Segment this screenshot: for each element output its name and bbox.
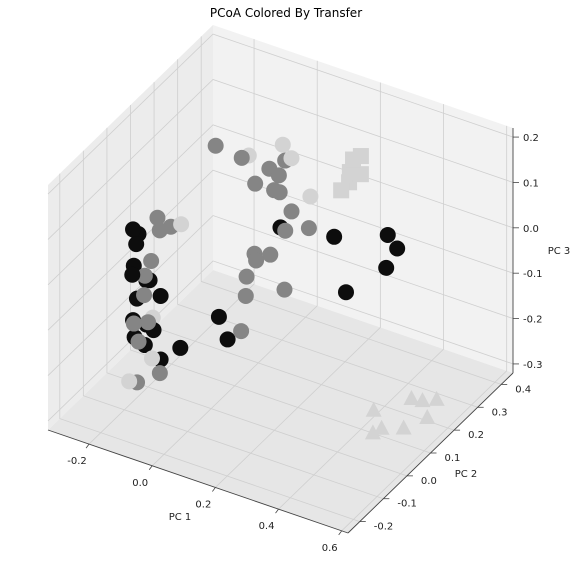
data-point <box>125 315 142 332</box>
data-point-triangle <box>373 419 390 435</box>
data-point <box>247 175 264 192</box>
x-tick-mark <box>148 465 153 471</box>
grid-line-z <box>47 78 514 240</box>
data-point <box>125 221 142 238</box>
data-point <box>121 373 138 390</box>
data-point <box>283 150 300 167</box>
grid-line-z <box>47 124 514 286</box>
y-tick-label: -0.1 <box>397 499 417 510</box>
data-point-square <box>345 151 362 168</box>
data-point <box>149 209 166 226</box>
data-point <box>337 284 354 301</box>
grid-line-y <box>130 105 431 454</box>
x-tick-mark <box>212 487 216 492</box>
data-point <box>207 137 224 154</box>
x-axis-label: PC 1 <box>169 512 192 523</box>
grid-line-y <box>82 150 384 500</box>
data-point-triangle <box>364 424 381 440</box>
data-point <box>130 333 147 350</box>
data-point <box>300 220 317 237</box>
y-tick-label: 0.3 <box>492 407 508 418</box>
y-tick-label: 0.1 <box>445 453 461 464</box>
grid-line-z <box>47 169 514 331</box>
z-tick-label: -0.2 <box>523 315 543 326</box>
chart-title: PCoA Colored By Transfer <box>210 6 362 20</box>
grid-line-y <box>177 59 478 408</box>
grid-line-z <box>47 260 514 422</box>
data-point <box>233 149 250 166</box>
z-tick-label: -0.1 <box>523 269 543 280</box>
data-point <box>172 339 189 356</box>
data-point-triangle <box>428 390 445 406</box>
data-point <box>283 203 300 220</box>
data-point <box>274 136 291 153</box>
grid-line-x <box>88 39 255 445</box>
data-point <box>237 287 254 304</box>
data-points <box>121 136 445 440</box>
data-point <box>326 228 343 245</box>
data-point <box>173 216 190 233</box>
data-point <box>271 184 288 201</box>
x-tick-mark <box>275 508 279 514</box>
data-point <box>136 287 153 304</box>
grid-line-z <box>47 215 514 376</box>
data-point <box>143 252 160 269</box>
data-point <box>262 246 279 263</box>
data-point-square <box>333 182 350 199</box>
data-point <box>152 288 169 305</box>
data-point <box>151 365 168 382</box>
grid-line-x <box>151 60 318 467</box>
data-point <box>233 323 250 340</box>
y-tick-label: 0.2 <box>468 430 484 441</box>
grid-line-x <box>215 82 381 488</box>
grid-line-y <box>106 127 408 477</box>
z-tick-label: 0.1 <box>523 178 539 189</box>
data-point <box>128 236 145 253</box>
data-point <box>238 268 255 285</box>
z-axis-label: PC 3 <box>548 246 571 257</box>
grid-line-z <box>47 33 514 195</box>
data-point <box>136 267 153 284</box>
y-tick-label: -0.2 <box>374 522 394 533</box>
y-tick-label: 0.0 <box>421 476 437 487</box>
z-tick-label: -0.3 <box>523 360 543 371</box>
y-axis-label: PC 2 <box>455 469 478 480</box>
data-point <box>143 350 160 367</box>
x-tick-mark <box>338 530 343 536</box>
data-point <box>379 226 396 243</box>
data-point <box>124 266 141 283</box>
data-point-triangle <box>365 401 382 417</box>
data-point <box>219 331 236 348</box>
x-tick-label: 0.0 <box>132 478 148 489</box>
x-tick-label: 0.6 <box>322 543 338 554</box>
x-axis-line <box>47 429 349 534</box>
data-point <box>389 240 406 257</box>
grid-line-y <box>200 36 502 385</box>
data-point-square <box>341 164 358 181</box>
data-point <box>270 167 287 184</box>
grid-line-y <box>59 173 360 522</box>
data-point <box>140 314 157 331</box>
x-tick-mark <box>85 443 90 449</box>
grid-line-x <box>278 104 444 510</box>
data-point <box>378 259 395 276</box>
z-tick-label: 0.0 <box>523 224 539 235</box>
data-point <box>277 222 294 239</box>
data-point <box>276 281 293 298</box>
x-tick-label: 0.4 <box>259 521 275 532</box>
data-point <box>210 308 227 325</box>
z-tick-label: 0.2 <box>523 133 539 144</box>
data-point <box>248 252 265 269</box>
data-point <box>302 188 319 205</box>
tick-labels: -0.2 0.0 0.2 0.4 0.6 -0.2 -0.1 0.0 0.1 0.2 0.3 0.4 -… <box>67 133 542 554</box>
y-tick-label: 0.4 <box>515 384 531 395</box>
data-point-triangle <box>403 390 420 406</box>
data-point-triangle <box>395 419 412 435</box>
grid-line-x <box>341 125 508 532</box>
x-tick-label: 0.2 <box>195 499 211 510</box>
data-point-triangle <box>419 409 436 425</box>
x-tick-label: -0.2 <box>67 456 87 467</box>
